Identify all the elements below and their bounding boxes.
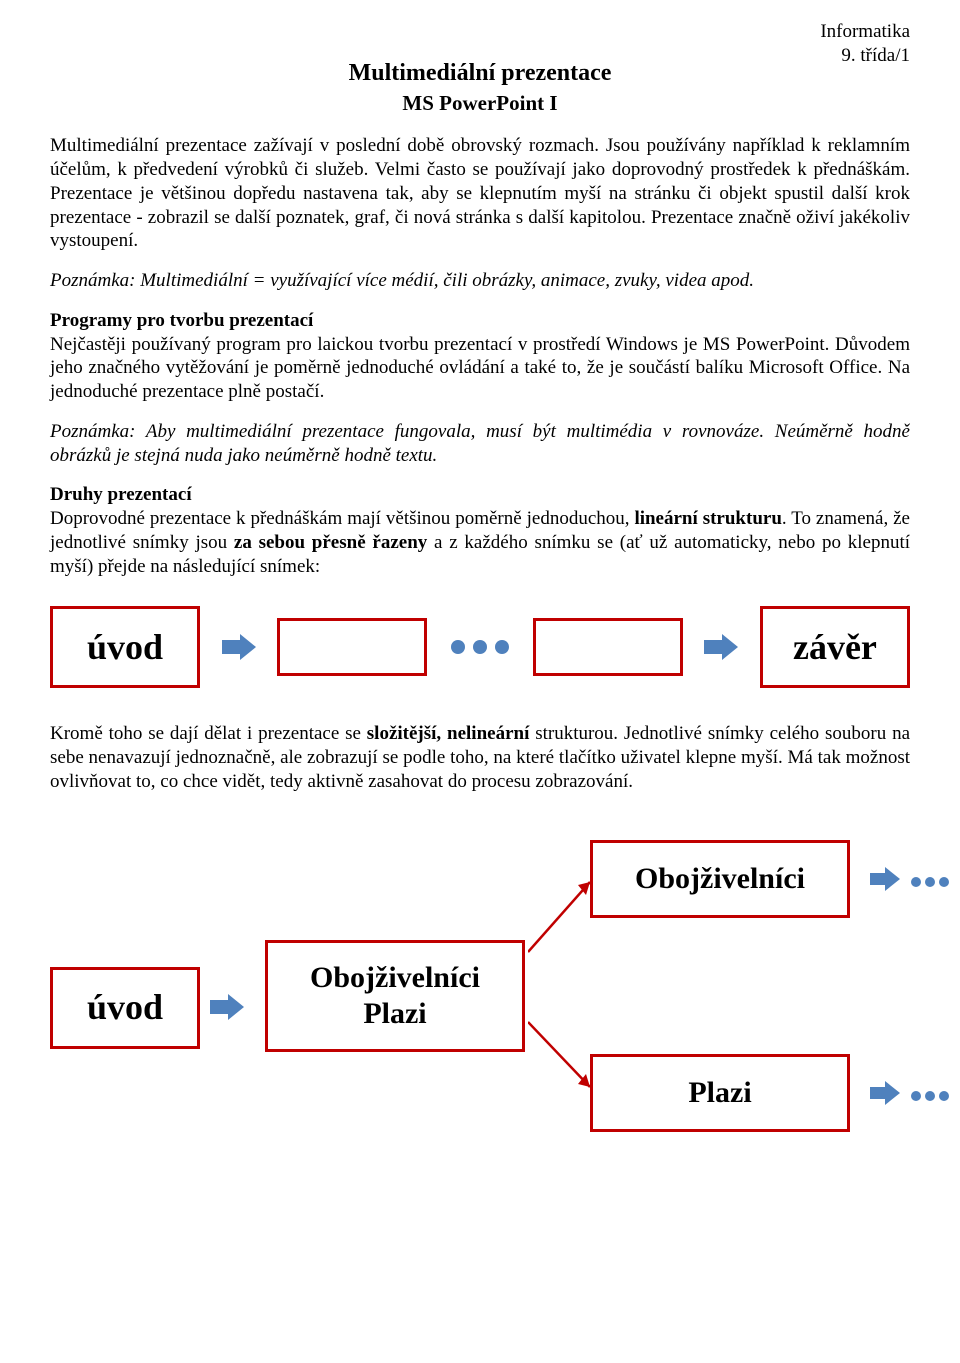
nl-center-line2: Plazi [310, 996, 480, 1031]
page-subtitle: MS PowerPoint I [50, 90, 910, 116]
nl-box-plazi: Plazi [590, 1054, 850, 1132]
programs-section: Programy pro tvorbu prezentací Nejčastěj… [50, 309, 910, 404]
intro-paragraph: Multimediální prezentace zažívají v posl… [50, 134, 910, 253]
header-right: Informatika 9. třída/1 [820, 20, 910, 68]
note-balance: Poznámka: Aby multimediální prezentace f… [50, 420, 910, 468]
arrow-icon [222, 632, 256, 662]
programs-heading: Programy pro tvorbu prezentací [50, 310, 313, 331]
types-body-a: Doprovodné prezentace k přednáškám mají … [50, 508, 634, 529]
nl-box-uvod: úvod [50, 967, 200, 1049]
arrow-icon [704, 632, 738, 662]
nl-box-ob: Obojživelníci [590, 840, 850, 918]
arrow-icon [210, 992, 244, 1029]
types-body-bold1: lineární strukturu [634, 508, 781, 529]
types-section: Druhy prezentací Doprovodné prezentace k… [50, 483, 910, 578]
note-multimedia: Poznámka: Multimediální = využívající ví… [50, 269, 910, 293]
linear-box-mid1 [277, 618, 427, 676]
linear-box-end: závěr [760, 606, 910, 688]
arrow-icon [870, 1080, 900, 1113]
ellipsis-icon [449, 638, 511, 656]
nl-box-center: Obojživelníci Plazi [265, 940, 525, 1052]
ellipsis-icon [910, 1086, 950, 1110]
page-title: Multimediální prezentace [50, 58, 910, 88]
nl-center-line1: Obojživelníci [310, 960, 480, 995]
arrow-icon [870, 866, 900, 899]
diagram-linear: úvod závěr [50, 606, 910, 688]
connector-line-icon [528, 1017, 598, 1104]
nonlinear-paragraph: Kromě toho se dají dělat i prezentace se… [50, 722, 910, 793]
linear-box-mid2 [533, 618, 683, 676]
types-body-bold2: za sebou přesně řazeny [234, 532, 427, 553]
linear-box-start: úvod [50, 606, 200, 688]
subject-label: Informatika [820, 20, 910, 44]
programs-body: Nejčastěji používaný program pro laickou… [50, 334, 910, 403]
diagram-nonlinear: úvod Obojživelníci Plazi Obojživelníci P… [50, 822, 910, 1132]
ellipsis-icon [910, 872, 950, 896]
title-block: Multimediální prezentace MS PowerPoint I [50, 20, 910, 116]
nonlinear-bold: složitější, nelineární [367, 723, 530, 744]
page-header: Informatika 9. třída/1 Multimediální pre… [50, 20, 910, 116]
nonlinear-a: Kromě toho se dají dělat i prezentace se [50, 723, 367, 744]
types-heading: Druhy prezentací [50, 484, 192, 505]
connector-line-icon [528, 877, 598, 964]
grade-label: 9. třída/1 [820, 44, 910, 68]
